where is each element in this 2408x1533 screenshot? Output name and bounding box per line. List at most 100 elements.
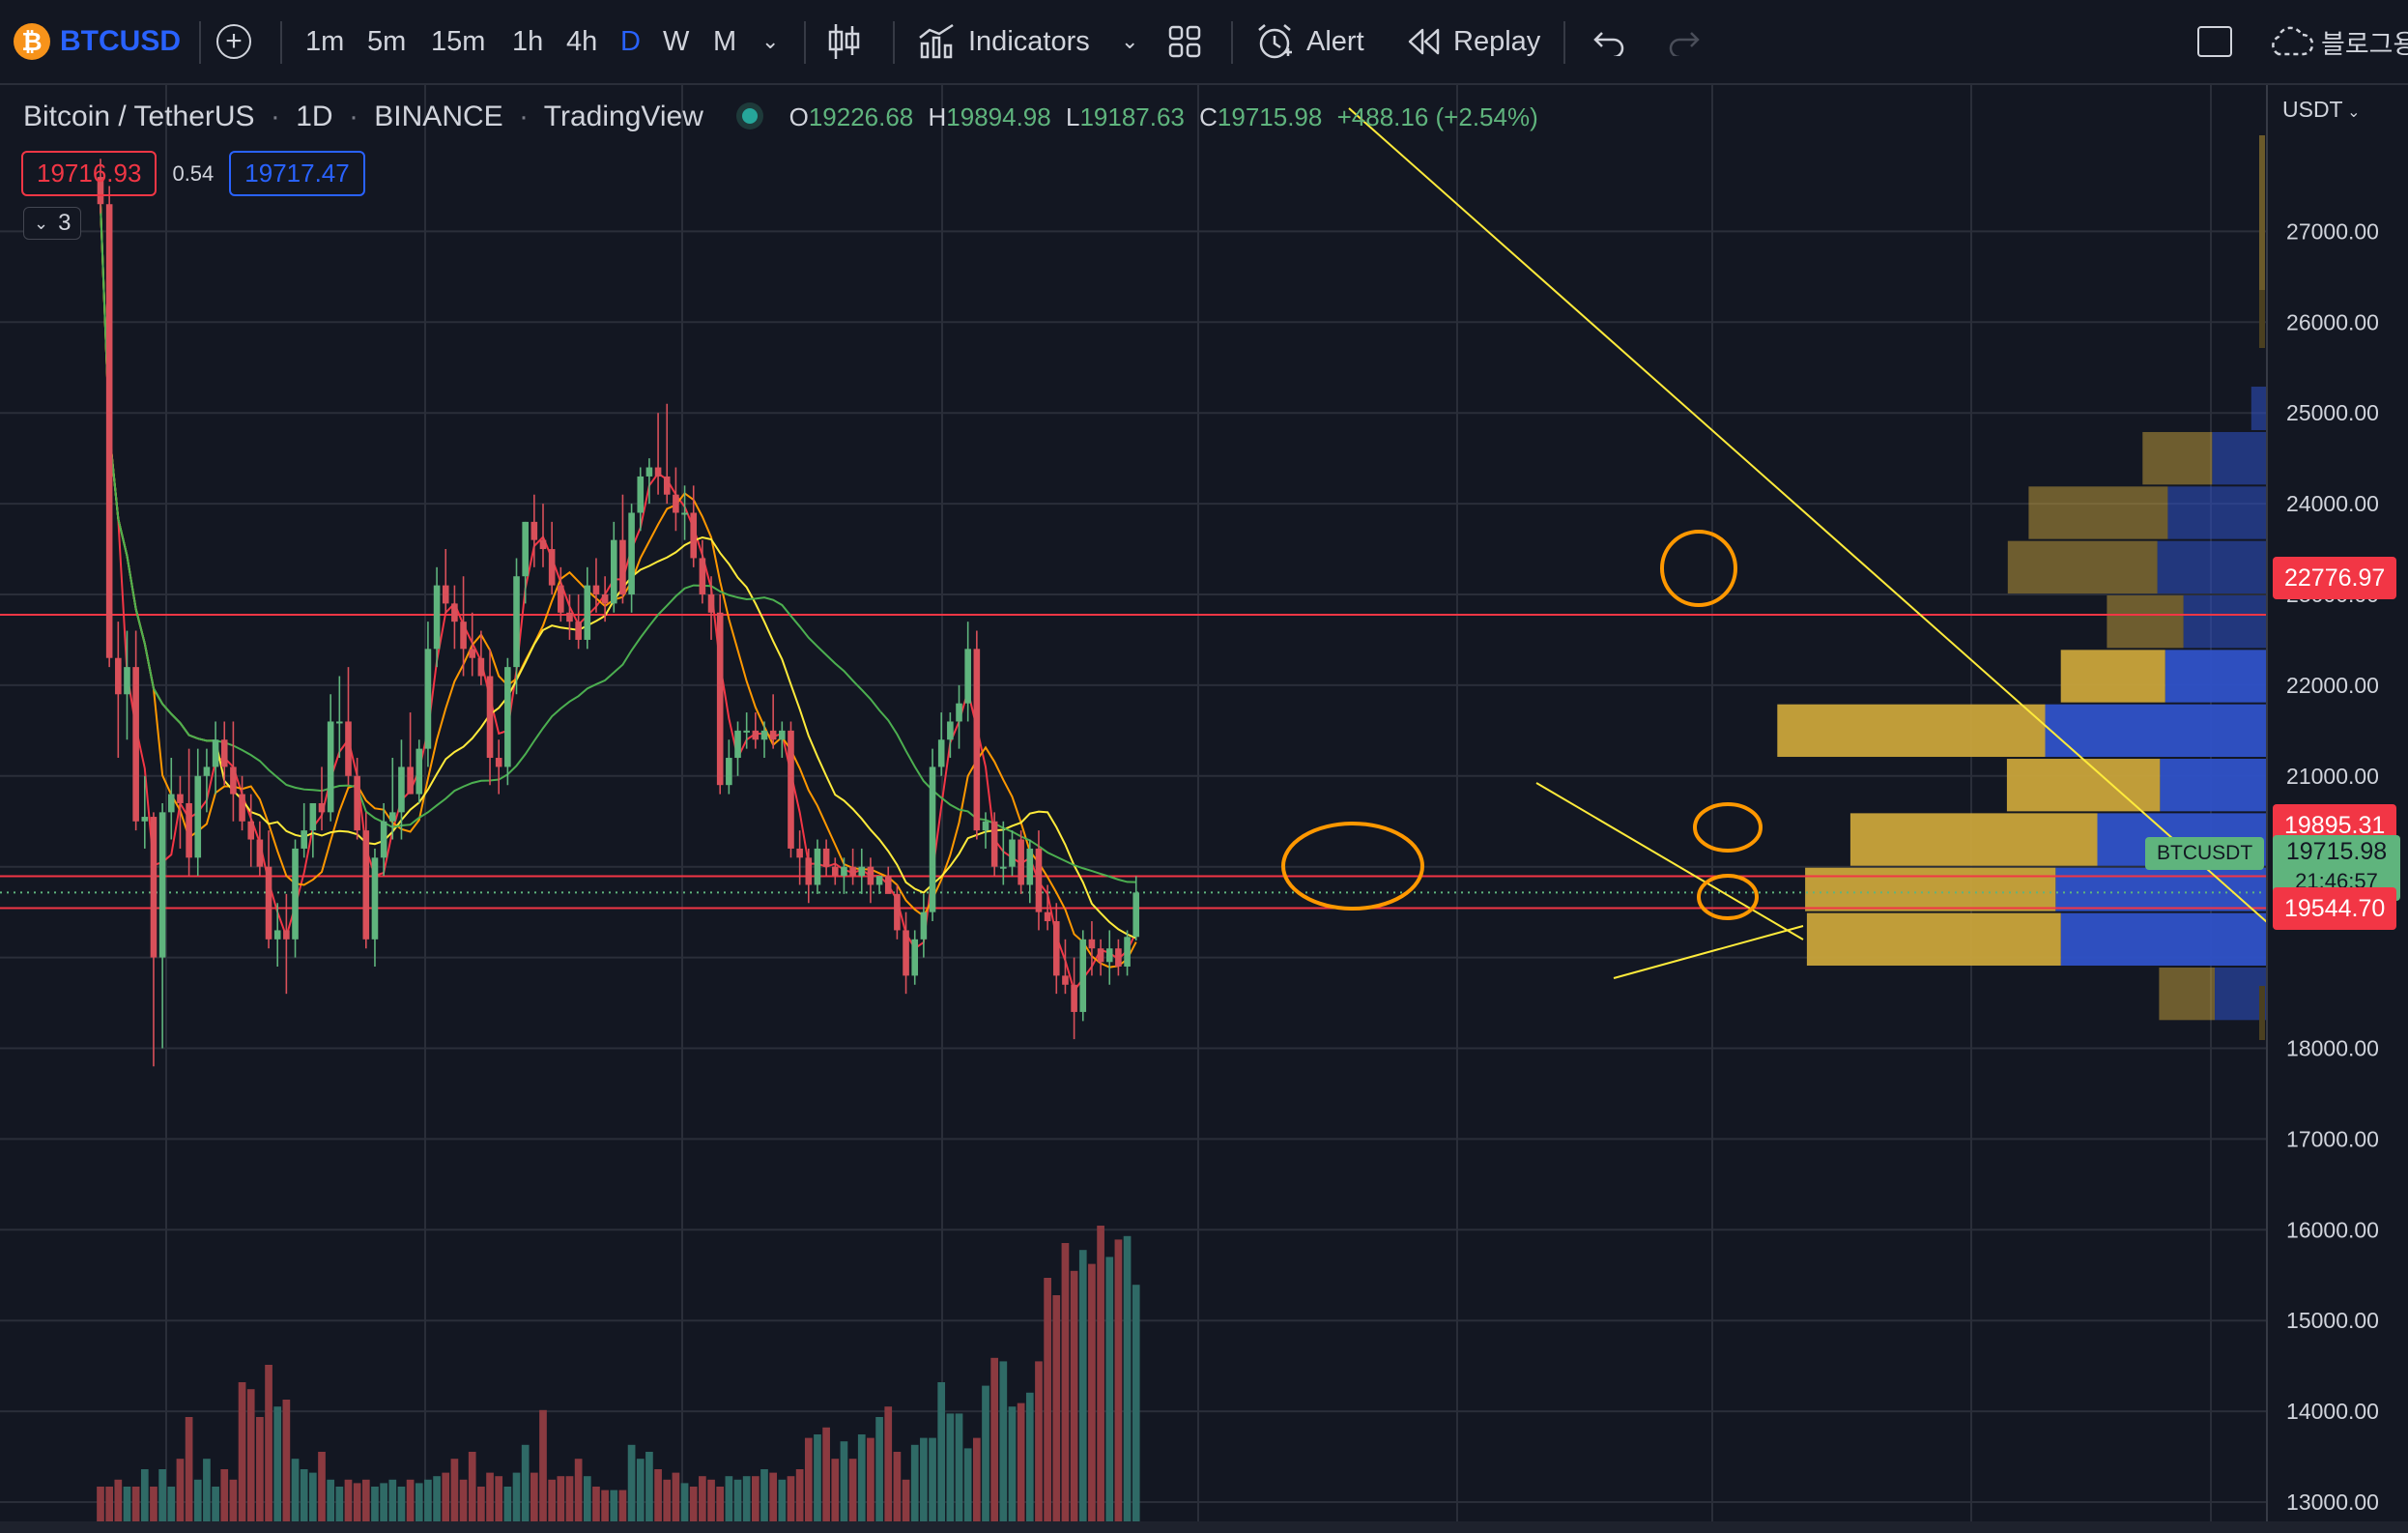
chevron-down-icon: ⌄ [761, 29, 780, 53]
candle-body [495, 758, 502, 767]
candle-body [336, 721, 343, 724]
volume-bar [256, 1417, 264, 1521]
volume-bar [689, 1487, 698, 1521]
currency-selector[interactable]: USDT ⌄ [2282, 97, 2360, 123]
legend-exchange: BINANCE [374, 101, 503, 132]
ohlc-open: 19226.68 [808, 102, 914, 131]
interval-W[interactable]: W [663, 0, 689, 83]
interval-1h[interactable]: 1h [512, 0, 543, 83]
indicators-label: Indicators [968, 25, 1090, 57]
volume-profile-buy-row [2159, 967, 2215, 1021]
toolbar-divider [199, 21, 201, 64]
volume-bar [990, 1357, 999, 1521]
volume-bar [1123, 1235, 1132, 1521]
sell-price-button[interactable]: 19716.93 [21, 151, 158, 196]
candle-body [407, 766, 414, 795]
volume-profile-sell-row [2060, 912, 2267, 966]
candle-body [1124, 937, 1131, 967]
interval-1m[interactable]: 1m [305, 0, 344, 83]
volume-bar [442, 1472, 450, 1521]
candle-body [1026, 848, 1034, 885]
annotation-circle [1697, 874, 1759, 920]
price-chart[interactable]: 27000.0026000.0025000.0024000.0023000.00… [0, 85, 2408, 1533]
volume-bar [1088, 1263, 1096, 1521]
candle-body [831, 866, 839, 877]
rewind-icon [1408, 28, 1440, 55]
chart-type-button[interactable] [827, 0, 860, 83]
interval-label: 1m [305, 25, 345, 57]
price-axis-tick: 15000.00 [2286, 1308, 2379, 1333]
volume-bar [503, 1487, 512, 1521]
compare-button[interactable]: + [216, 0, 251, 83]
volume-bar [1061, 1243, 1070, 1521]
candle-body [575, 622, 582, 640]
axis-volume-strip [2259, 135, 2265, 290]
candle-body [654, 467, 662, 477]
interval-4h[interactable]: 4h [566, 0, 597, 83]
price-axis-tick: 22000.00 [2286, 673, 2379, 698]
candle-body [610, 539, 617, 604]
symbol-button[interactable]: ₿ BTCUSD [14, 0, 181, 83]
volume-bar [999, 1361, 1008, 1521]
interval-5m[interactable]: 5m [367, 0, 406, 83]
volume-bar [680, 1483, 689, 1521]
undo-button[interactable] [1592, 0, 1625, 83]
candle-body [894, 893, 901, 931]
interval-D[interactable]: D [620, 0, 641, 83]
candle-body [558, 585, 564, 613]
price-axis-tick: 14000.00 [2286, 1399, 2379, 1424]
interval-M[interactable]: M [713, 0, 736, 83]
save-layout-button[interactable]: 블로그용 [2267, 0, 2408, 83]
cloud-icon [2272, 26, 2313, 56]
ma-fast-line [100, 204, 1137, 994]
candle-body [345, 721, 352, 776]
volume-bar [97, 1487, 104, 1521]
volume-bar [963, 1448, 972, 1521]
volume-profile-buy-row [2060, 650, 2165, 703]
candle-body [442, 585, 449, 604]
candle-body [973, 649, 981, 831]
candle-body [539, 539, 547, 550]
candle-body [212, 739, 219, 767]
volume-bar [654, 1469, 662, 1521]
candle-body [398, 766, 405, 813]
volume-bar [769, 1472, 778, 1521]
interval-label: M [713, 25, 737, 57]
candle-body [380, 821, 387, 858]
symbol-tag: BTCUSDT [2145, 837, 2265, 870]
volume-bar [167, 1487, 176, 1521]
templates-button[interactable] [1167, 0, 1202, 83]
volume-bar [840, 1441, 848, 1521]
candle-body [150, 817, 158, 958]
candle-body [548, 549, 556, 586]
price-axis-tick: 27000.00 [2286, 218, 2379, 244]
indicators-dropdown-button[interactable]: ⌄ [1121, 0, 1138, 83]
candle-body [628, 512, 635, 594]
indicators-button[interactable]: Indicators [918, 0, 1090, 83]
interval-dropdown-button[interactable]: ⌄ [761, 0, 779, 83]
buy-price-button[interactable]: 19717.47 [229, 151, 365, 196]
volume-bar [291, 1459, 300, 1521]
ma-slow-line [100, 204, 1137, 940]
chart-area[interactable]: 27000.0026000.0025000.0024000.0023000.00… [0, 85, 2408, 1533]
candle-body [681, 512, 688, 515]
candle-body [920, 911, 928, 940]
candle-body [964, 649, 971, 704]
user-drawings [1281, 107, 2268, 979]
interval-15m[interactable]: 15m [431, 0, 485, 83]
alert-button[interactable]: Alert [1254, 0, 1364, 83]
legend-source: TradingView [543, 101, 703, 132]
indicators-icon [919, 23, 954, 59]
volume-bar [627, 1444, 636, 1521]
candle-body [663, 476, 671, 495]
volume-bar [300, 1469, 308, 1521]
indicators-collapse-button[interactable]: ⌄ 3 [23, 207, 82, 240]
candles [97, 159, 1140, 1067]
redo-button[interactable] [1668, 0, 1701, 83]
layout-button[interactable] [2197, 0, 2232, 83]
volume-profile-sell-row [2160, 759, 2267, 812]
replay-button[interactable]: Replay [1407, 0, 1540, 83]
volume-profile-sell-row [2164, 650, 2267, 703]
candle-body [956, 703, 962, 722]
legend-title[interactable]: Bitcoin / TetherUS [23, 101, 255, 132]
